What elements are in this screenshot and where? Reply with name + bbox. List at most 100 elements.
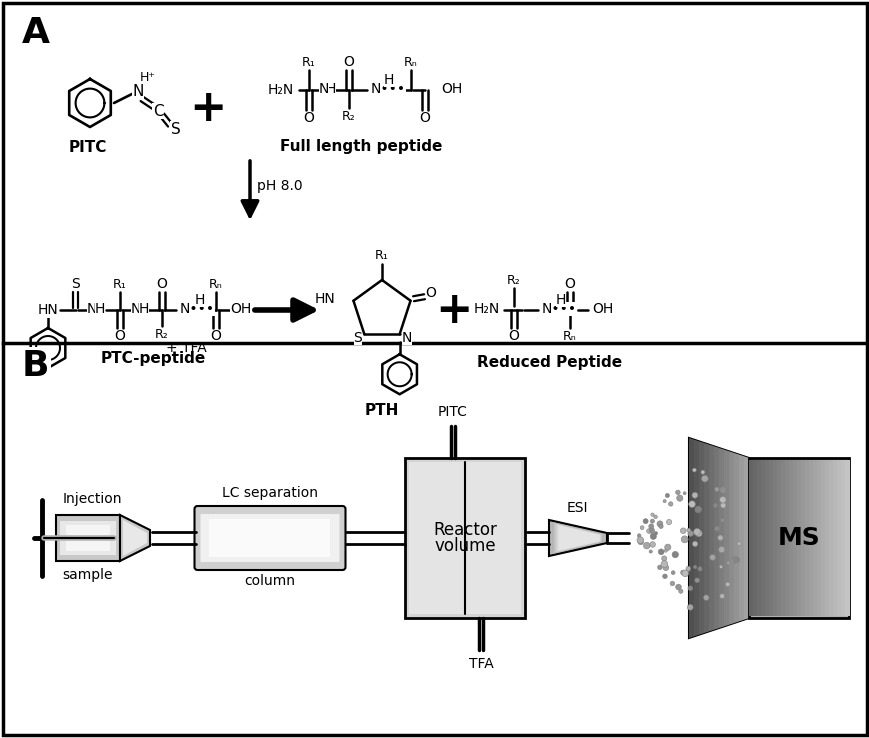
Bar <box>405 458 524 618</box>
Circle shape <box>687 604 693 610</box>
Circle shape <box>719 593 724 599</box>
Circle shape <box>650 513 653 517</box>
Text: H: H <box>325 82 335 96</box>
Text: Rₙ: Rₙ <box>209 277 222 291</box>
Circle shape <box>693 528 700 535</box>
Circle shape <box>648 524 653 529</box>
Text: N•••: N••• <box>541 302 576 316</box>
Circle shape <box>680 528 686 534</box>
Circle shape <box>736 541 740 546</box>
Circle shape <box>720 503 725 508</box>
Bar <box>808 460 813 616</box>
Text: S: S <box>353 331 362 345</box>
Text: PTH: PTH <box>364 403 399 418</box>
Circle shape <box>725 582 729 587</box>
Bar <box>804 460 809 616</box>
Text: Rₙ: Rₙ <box>562 329 576 342</box>
Text: N: N <box>318 82 328 96</box>
Circle shape <box>678 589 682 593</box>
Text: N: N <box>87 302 97 316</box>
Text: H: H <box>555 293 566 307</box>
Circle shape <box>643 542 649 549</box>
Text: O: O <box>564 277 574 291</box>
Bar <box>764 460 769 616</box>
Bar <box>748 458 848 618</box>
Text: pH 8.0: pH 8.0 <box>256 179 302 193</box>
Polygon shape <box>558 525 599 551</box>
Text: R₂: R₂ <box>507 274 521 286</box>
Text: O: O <box>156 277 167 291</box>
Text: OH: OH <box>591 302 613 316</box>
Circle shape <box>664 549 667 552</box>
Circle shape <box>700 470 704 475</box>
Circle shape <box>719 565 722 568</box>
Text: H: H <box>95 302 105 316</box>
Circle shape <box>667 502 672 506</box>
Circle shape <box>726 561 730 565</box>
Text: H⁺: H⁺ <box>140 71 156 83</box>
Text: H₂N: H₂N <box>474 302 500 316</box>
Text: OH: OH <box>441 82 461 96</box>
Circle shape <box>681 570 688 576</box>
Bar <box>820 460 825 616</box>
Text: volume: volume <box>434 537 495 555</box>
Polygon shape <box>688 438 693 638</box>
Circle shape <box>661 556 666 561</box>
Polygon shape <box>738 455 743 621</box>
Circle shape <box>692 541 697 547</box>
Circle shape <box>713 526 719 531</box>
Circle shape <box>653 515 657 519</box>
Circle shape <box>670 570 674 575</box>
Polygon shape <box>698 441 703 635</box>
Circle shape <box>687 568 689 572</box>
Text: +: + <box>434 289 472 331</box>
Bar <box>753 460 757 616</box>
Circle shape <box>637 539 643 545</box>
Circle shape <box>688 501 694 508</box>
Circle shape <box>719 497 726 503</box>
Text: O: O <box>508 329 519 343</box>
Circle shape <box>660 561 667 568</box>
Circle shape <box>694 578 699 582</box>
Polygon shape <box>120 515 149 561</box>
Circle shape <box>657 565 661 570</box>
Circle shape <box>719 487 726 493</box>
Text: HN: HN <box>37 303 58 317</box>
Circle shape <box>658 549 663 555</box>
Text: O: O <box>210 329 222 343</box>
Text: Full length peptide: Full length peptide <box>280 139 442 154</box>
Text: C: C <box>153 103 163 119</box>
Bar <box>408 462 521 614</box>
Circle shape <box>697 567 701 571</box>
Bar <box>792 460 797 616</box>
Text: Reduced Peptide: Reduced Peptide <box>477 354 622 370</box>
Bar <box>773 460 777 616</box>
Text: sample: sample <box>63 568 113 582</box>
Text: O: O <box>303 111 314 125</box>
Text: Injection: Injection <box>63 492 122 506</box>
Text: N: N <box>401 331 412 345</box>
Circle shape <box>669 582 674 586</box>
Circle shape <box>685 566 690 571</box>
Text: Rₙ: Rₙ <box>404 55 417 69</box>
Text: R₁: R₁ <box>113 277 127 291</box>
Circle shape <box>662 565 668 570</box>
Circle shape <box>713 503 717 508</box>
Circle shape <box>709 554 715 560</box>
Text: MS: MS <box>777 526 819 550</box>
Circle shape <box>657 523 660 526</box>
Bar <box>828 460 833 616</box>
Text: N•••: N••• <box>370 82 406 96</box>
Circle shape <box>640 525 643 530</box>
Circle shape <box>648 528 653 534</box>
Bar <box>748 460 753 616</box>
Text: N: N <box>130 302 141 316</box>
Circle shape <box>703 595 708 601</box>
Circle shape <box>714 487 719 492</box>
Bar <box>836 460 841 616</box>
Circle shape <box>693 565 696 569</box>
Circle shape <box>649 542 654 548</box>
Circle shape <box>682 492 686 494</box>
Text: Reactor: Reactor <box>433 521 496 539</box>
Polygon shape <box>733 453 738 623</box>
